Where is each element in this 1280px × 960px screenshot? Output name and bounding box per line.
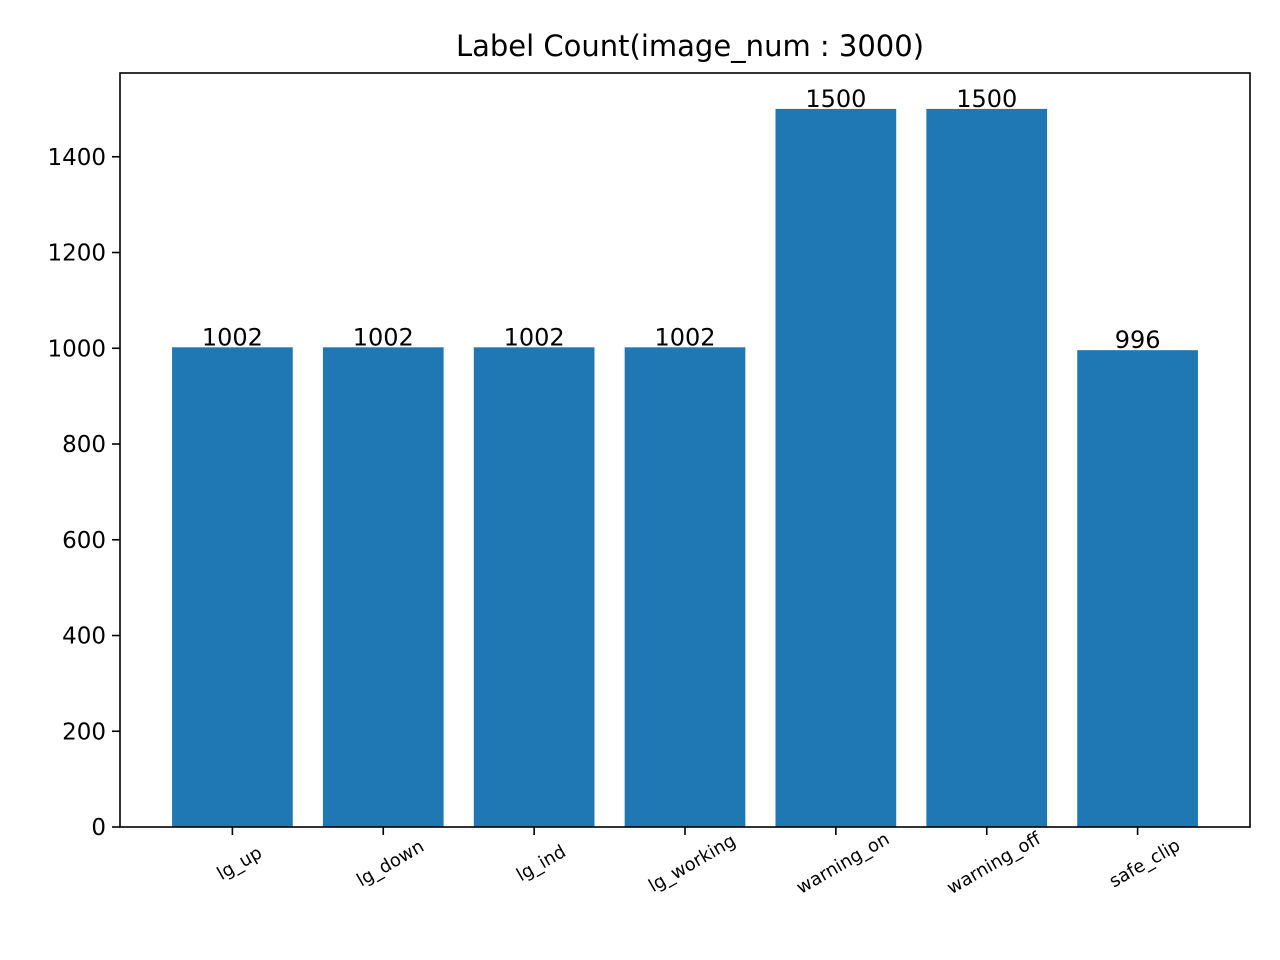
y-tick-label-400: 400 [62, 624, 106, 650]
y-tick-label-0: 0 [91, 815, 106, 841]
plot-frame [119, 72, 1251, 828]
y-tick-label-200: 200 [62, 719, 106, 745]
data-label-lg_working: 1002 [654, 323, 715, 351]
chart-title: Label Count(image_num : 3000) [456, 29, 924, 63]
bar-lg_working [624, 347, 746, 827]
bar-warning_on [775, 108, 897, 827]
bars-layer [172, 108, 1198, 827]
y-tick-label-1000: 1000 [47, 336, 106, 362]
bar-lg_down [322, 347, 444, 827]
data-labels-layer: 1002 1002 1002 1002 1500 1500 996 [202, 85, 1161, 354]
data-label-safe_clip: 996 [1115, 326, 1161, 354]
y-tick-label-1200: 1200 [47, 241, 106, 267]
data-label-warning_on: 1500 [805, 85, 866, 113]
data-label-warning_off: 1500 [956, 85, 1017, 113]
y-tick-label-1400: 1400 [47, 145, 106, 171]
data-label-lg_down: 1002 [353, 323, 414, 351]
y-tick-label-600: 600 [62, 528, 106, 554]
data-label-lg_up: 1002 [202, 323, 263, 351]
bar-lg_ind [473, 347, 595, 827]
y-tick-label-800: 800 [62, 432, 106, 458]
bar-warning_off [926, 108, 1048, 827]
bar-safe_clip [1077, 350, 1198, 827]
y-axis: 0 200 400 600 800 1000 1200 1400 [47, 145, 120, 841]
bar-lg_up [172, 347, 293, 827]
data-label-lg_ind: 1002 [504, 323, 565, 351]
